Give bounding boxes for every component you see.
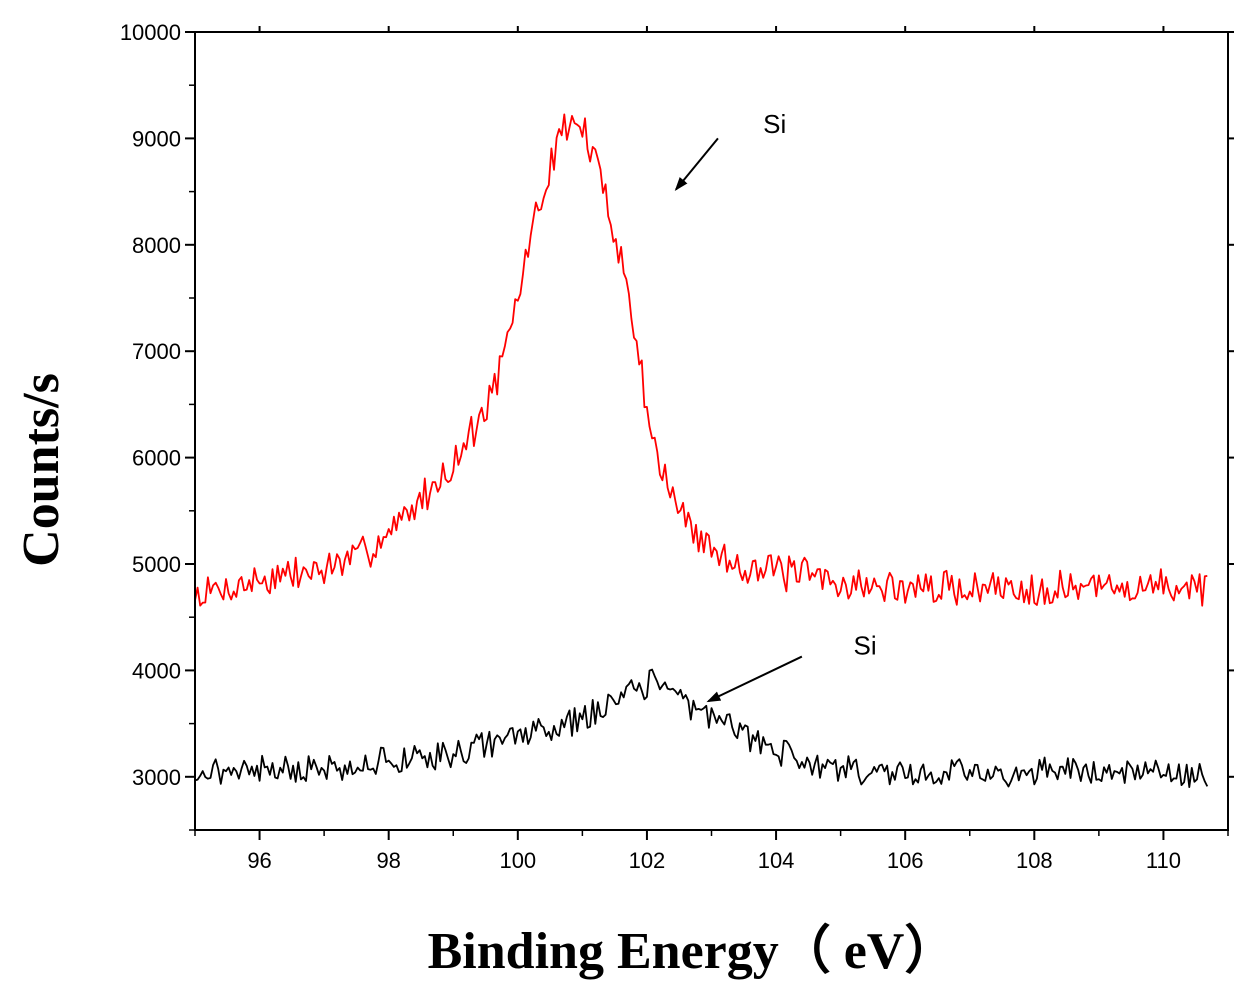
- x-tick-label: 102: [629, 848, 666, 873]
- annotation-layer: Si Si: [674, 109, 877, 703]
- y-tick-label: 3000: [132, 765, 181, 790]
- annotation-arrow: [674, 137, 719, 192]
- series-line-lower: [194, 668, 1209, 788]
- annotation-label: Si: [763, 109, 786, 139]
- y-tick-label: 7000: [132, 339, 181, 364]
- y-tick-label: 5000: [132, 552, 181, 577]
- y-tick-label: 8000: [132, 233, 181, 258]
- annotation-arrow: [706, 655, 803, 703]
- x-tick-label: 100: [499, 848, 536, 873]
- y-tick-label: 6000: [132, 446, 181, 471]
- x-tick-label: 104: [758, 848, 795, 873]
- y-tick-label: 4000: [132, 658, 181, 683]
- x-tick-label: 96: [247, 848, 271, 873]
- series-line-upper: [194, 113, 1208, 607]
- x-tick-label: 98: [376, 848, 400, 873]
- series-layer: [194, 113, 1209, 788]
- y-axis-title: Counts/s: [13, 373, 70, 567]
- x-tick-label: 108: [1016, 848, 1053, 873]
- x-tick-label: 106: [887, 848, 924, 873]
- x-axis-title: Binding Energy（ eV）: [428, 922, 957, 980]
- y-tick-label: 10000: [120, 20, 181, 45]
- y-tick-label: 9000: [132, 126, 181, 151]
- axes-layer: 3000 4000 5000 6000 7000 8000 9000 10000 96 98 100…: [120, 20, 1234, 873]
- annotation-label: Si: [854, 630, 877, 660]
- x-tick-label: 110: [1146, 848, 1181, 873]
